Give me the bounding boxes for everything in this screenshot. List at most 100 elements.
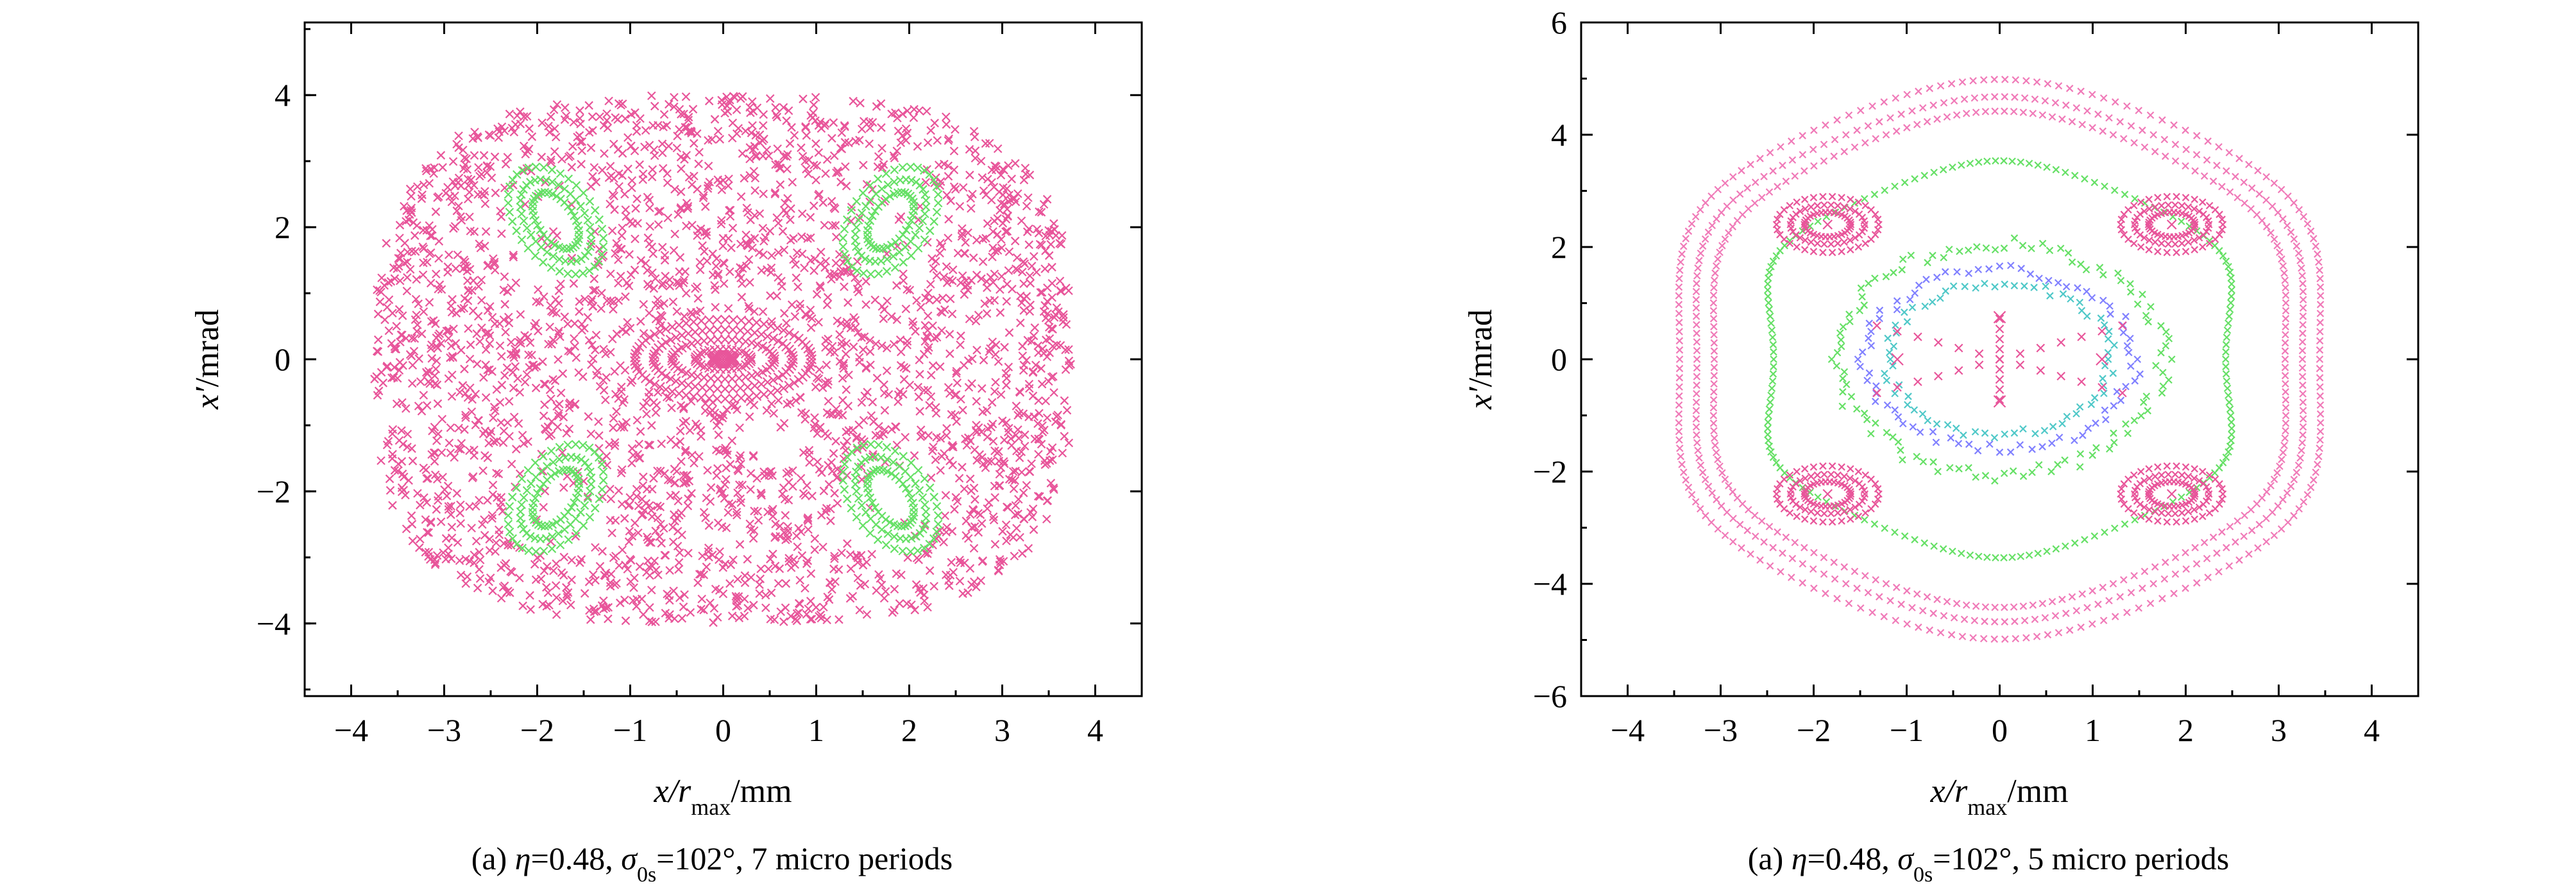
data-point: [1947, 80, 1956, 88]
data-point: [566, 151, 575, 160]
data-point: [877, 302, 887, 311]
data-point: [2190, 205, 2198, 213]
data-point: [987, 178, 996, 187]
data-point: [2140, 234, 2148, 242]
data-point: [479, 466, 487, 475]
data-point: [2096, 353, 2108, 366]
data-point: [1058, 448, 1067, 458]
data-point: [933, 520, 943, 529]
data-point: [2010, 282, 2019, 290]
data-point: [486, 162, 495, 171]
data-point: [575, 106, 584, 115]
data-point: [571, 514, 580, 524]
data-point: [772, 323, 783, 333]
data-point: [750, 506, 759, 516]
data-point: [1983, 157, 1991, 166]
data-point: [375, 297, 385, 307]
data-point: [1040, 301, 1049, 310]
data-point: [949, 182, 959, 191]
data-point: [578, 269, 588, 278]
data-point: [1847, 393, 1856, 401]
data-point: [886, 241, 896, 250]
data-point: [745, 278, 754, 287]
data-point: [996, 390, 1006, 399]
data-point: [734, 454, 744, 463]
data-point: [922, 106, 931, 116]
data-point: [772, 386, 783, 396]
data-point: [990, 387, 999, 396]
data-point: [2001, 93, 2009, 101]
data-point: [899, 258, 908, 267]
data-point: [2099, 94, 2108, 102]
data-point: [1699, 242, 1707, 250]
data-point: [396, 330, 406, 339]
data-point: [2255, 190, 2264, 198]
data-point: [533, 221, 542, 230]
data-point: [1675, 283, 1683, 291]
data-point: [585, 513, 595, 522]
data-point: [511, 362, 520, 371]
data-point: [575, 297, 584, 306]
data-point: [821, 119, 830, 128]
data-point: [1847, 246, 1854, 253]
data-point: [388, 500, 397, 510]
data-point: [1920, 539, 1929, 547]
data-point: [906, 493, 916, 503]
data-point: [508, 493, 517, 502]
data-point: [2065, 85, 2074, 92]
data-point: [774, 579, 783, 588]
data-point: [1882, 131, 1890, 139]
data-point: [479, 373, 488, 382]
data-point: [1693, 338, 1701, 346]
data-point: [616, 468, 626, 478]
data-point: [2130, 509, 2138, 517]
data-point: [844, 139, 853, 148]
data-point: [997, 271, 1006, 281]
data-point: [949, 165, 959, 175]
data-point: [969, 543, 979, 553]
data-point: [983, 424, 992, 433]
data-point: [1717, 209, 1725, 217]
data-point: [874, 440, 883, 450]
data-point: [475, 337, 484, 346]
data-point: [1846, 318, 1854, 325]
data-point: [617, 231, 627, 241]
data-point: [402, 404, 411, 413]
data-point: [769, 409, 779, 418]
data-point: [852, 445, 862, 454]
data-point: [1796, 477, 1804, 485]
data-point: [892, 315, 902, 325]
data-point: [2316, 346, 2324, 354]
data-point: [1904, 401, 1911, 409]
data-point: [2101, 406, 2109, 414]
data-point: [963, 588, 972, 597]
data-point: [2092, 419, 2099, 427]
data-point: [1799, 560, 1807, 568]
data-point: [1809, 194, 1818, 201]
data-point: [630, 573, 639, 583]
data-point: [2173, 248, 2180, 257]
data-point: [519, 185, 528, 194]
data-point: [1710, 339, 1718, 347]
data-point: [1880, 613, 1888, 620]
data-point: [944, 576, 953, 585]
data-point: [483, 306, 493, 315]
data-point: [442, 327, 452, 336]
data-point: [939, 538, 948, 547]
data-point: [441, 534, 451, 543]
data-point: [553, 422, 563, 432]
data-point: [542, 602, 552, 611]
data-point: [936, 177, 945, 186]
data-point: [813, 457, 822, 466]
data-point: [1847, 465, 1854, 473]
data-point: [2162, 342, 2170, 350]
data-point: [2123, 608, 2131, 617]
data-point: [2226, 305, 2234, 314]
data-point: [2203, 554, 2211, 563]
data-point: [513, 374, 522, 383]
data-point: [2204, 217, 2212, 225]
data-point: [812, 290, 822, 299]
data-point: [978, 234, 988, 244]
data-point: [760, 471, 769, 481]
data-point: [2299, 423, 2307, 431]
